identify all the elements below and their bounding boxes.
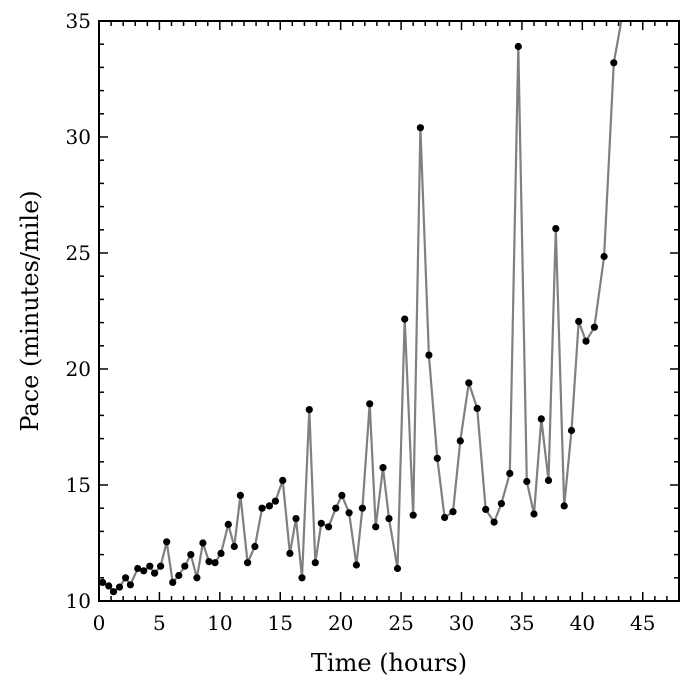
data-point — [610, 59, 618, 67]
data-point — [514, 42, 522, 51]
data-point — [236, 491, 244, 499]
data-point — [325, 523, 333, 531]
data-point — [211, 559, 219, 567]
data-point — [544, 476, 553, 484]
data-point — [157, 562, 165, 570]
data-point — [560, 502, 568, 510]
data-point — [506, 469, 514, 477]
data-point — [567, 426, 576, 435]
x-tick-label: 0 — [93, 611, 106, 635]
data-point — [465, 379, 473, 387]
data-point — [169, 578, 177, 587]
data-point — [109, 588, 118, 596]
x-tick-label: 5 — [153, 611, 166, 635]
data-point — [163, 538, 171, 546]
data-point — [482, 505, 490, 513]
data-point — [416, 124, 424, 132]
data-point — [600, 252, 608, 261]
series-layer — [99, 6, 627, 596]
data-point — [441, 513, 449, 522]
data-point — [279, 476, 287, 484]
data-point — [230, 542, 238, 551]
data-point — [456, 437, 464, 445]
data-point — [251, 542, 259, 551]
data-point — [425, 351, 433, 359]
data-point — [409, 511, 417, 519]
data-point — [305, 406, 313, 414]
plot-frame — [98, 20, 680, 602]
data-point — [575, 317, 583, 325]
series-line-pace — [102, 21, 623, 593]
data-point — [317, 519, 325, 527]
data-point — [552, 225, 560, 233]
data-point — [244, 559, 252, 567]
data-point — [271, 497, 279, 505]
data-point — [338, 491, 346, 499]
x-axis-label: Time (hours) — [311, 649, 467, 677]
x-tick-label: 35 — [509, 611, 534, 635]
data-point — [205, 558, 213, 566]
y-tick-label: 35 — [66, 9, 91, 33]
data-point — [181, 562, 189, 570]
y-tick-label: 20 — [66, 357, 91, 381]
data-point — [401, 315, 409, 323]
y-tick-label: 10 — [66, 589, 91, 613]
data-point — [537, 415, 545, 423]
data-point — [620, 6, 627, 13]
data-point — [217, 549, 225, 558]
data-point — [449, 508, 457, 516]
data-point — [372, 523, 380, 531]
data-point — [352, 561, 360, 569]
data-point — [187, 551, 195, 559]
y-tick-label: 30 — [66, 125, 91, 149]
data-point — [523, 477, 531, 486]
x-tick-label: 15 — [268, 611, 293, 635]
data-point — [193, 574, 201, 582]
data-point — [140, 567, 148, 575]
data-point — [286, 549, 294, 558]
data-point — [224, 520, 232, 529]
x-tick-label: 25 — [388, 611, 413, 635]
data-point — [122, 574, 130, 582]
data-point — [292, 515, 300, 523]
data-point — [265, 502, 273, 510]
y-axis-label: Pace (minutes/mile) — [16, 190, 44, 431]
data-point — [433, 454, 441, 462]
data-point — [385, 515, 393, 523]
data-point — [379, 464, 387, 472]
x-tick-label: 40 — [570, 611, 595, 635]
data-point — [473, 404, 481, 412]
data-point — [497, 500, 505, 508]
data-point — [175, 571, 183, 580]
data-point — [393, 564, 402, 573]
data-point — [146, 562, 154, 570]
data-point — [590, 323, 599, 331]
axes: 0 5 10 15 20 25 30 35 40 45 10 15 20 25 30 35 — [66, 9, 680, 635]
data-point — [105, 582, 113, 590]
data-point — [345, 509, 353, 517]
data-point — [366, 400, 374, 408]
data-point — [298, 574, 306, 582]
x-tick-label: 30 — [449, 611, 474, 635]
y-tick-label: 25 — [66, 241, 91, 265]
x-tick-label: 20 — [328, 611, 353, 635]
data-point — [530, 510, 538, 518]
data-point — [332, 504, 340, 512]
data-point — [582, 337, 590, 345]
data-point — [115, 583, 124, 591]
data-point — [126, 581, 134, 589]
data-point — [134, 564, 142, 573]
data-point — [490, 518, 498, 526]
data-point — [199, 539, 207, 547]
x-tick-label: 45 — [630, 611, 655, 635]
y-tick-label: 15 — [66, 473, 91, 497]
data-point — [311, 559, 319, 567]
data-point — [151, 569, 159, 577]
data-point — [99, 578, 107, 587]
x-tick-label: 10 — [207, 611, 232, 635]
data-point — [258, 504, 266, 512]
data-point — [358, 504, 366, 512]
